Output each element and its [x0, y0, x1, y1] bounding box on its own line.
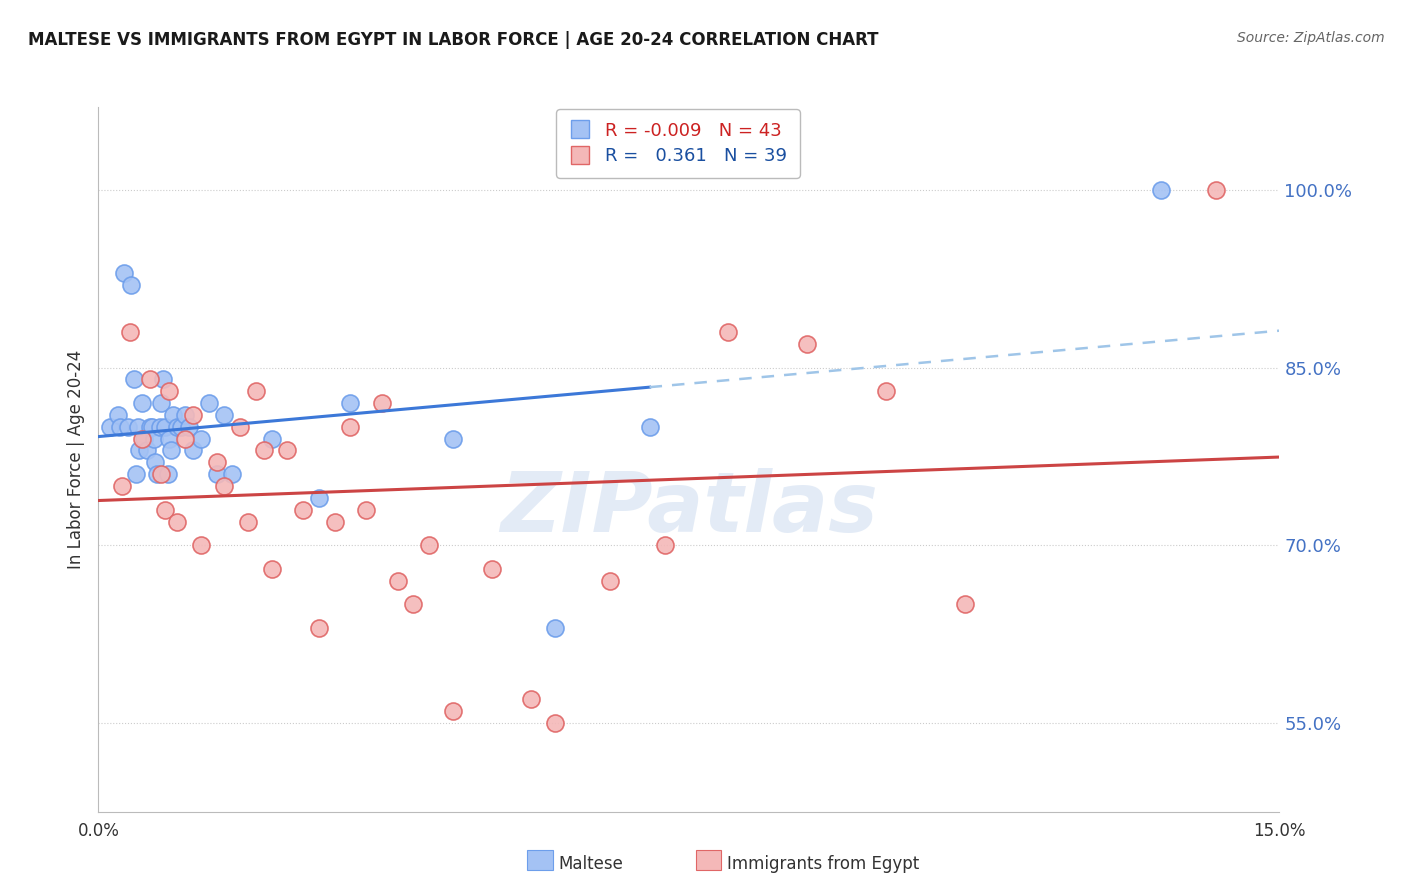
- Point: [796, 337, 818, 351]
- Point: [142, 432, 165, 446]
- Point: [107, 408, 129, 422]
- Point: [339, 396, 361, 410]
- Point: [155, 502, 177, 516]
- Point: [155, 419, 177, 434]
- Point: [214, 479, 236, 493]
- Point: [125, 467, 148, 482]
- Point: [122, 372, 145, 386]
- Point: [481, 562, 503, 576]
- Point: [638, 419, 661, 434]
- Point: [141, 419, 163, 434]
- Text: Immigrants from Egypt: Immigrants from Egypt: [727, 855, 920, 873]
- Point: [150, 396, 173, 410]
- Point: [117, 419, 139, 434]
- Point: [214, 408, 236, 422]
- Point: [308, 621, 330, 635]
- Point: [402, 598, 425, 612]
- Point: [166, 515, 188, 529]
- Point: [205, 467, 228, 482]
- Point: [371, 396, 394, 410]
- Point: [387, 574, 409, 588]
- Point: [146, 467, 169, 482]
- Point: [156, 467, 179, 482]
- Point: [136, 443, 159, 458]
- Point: [190, 538, 212, 552]
- Point: [253, 443, 276, 458]
- Point: [157, 384, 180, 399]
- Text: ZIPatlas: ZIPatlas: [501, 468, 877, 549]
- Point: [138, 419, 160, 434]
- Point: [132, 432, 155, 446]
- Point: [174, 408, 197, 422]
- Point: [127, 419, 149, 434]
- Point: [599, 574, 621, 588]
- Point: [276, 443, 298, 458]
- Legend: R = -0.009   N = 43, R =   0.361   N = 39: R = -0.009 N = 43, R = 0.361 N = 39: [557, 109, 800, 178]
- Point: [544, 621, 567, 635]
- Point: [339, 419, 361, 434]
- Point: [1150, 183, 1173, 197]
- Point: [205, 455, 228, 469]
- Point: [520, 692, 543, 706]
- Point: [354, 502, 377, 516]
- Point: [131, 432, 153, 446]
- Point: [118, 325, 141, 339]
- Text: MALTESE VS IMMIGRANTS FROM EGYPT IN LABOR FORCE | AGE 20-24 CORRELATION CHART: MALTESE VS IMMIGRANTS FROM EGYPT IN LABO…: [28, 31, 879, 49]
- Point: [149, 419, 172, 434]
- Point: [236, 515, 259, 529]
- Point: [190, 432, 212, 446]
- Point: [157, 432, 180, 446]
- Point: [875, 384, 897, 399]
- Point: [245, 384, 267, 399]
- Point: [170, 419, 193, 434]
- Point: [441, 432, 464, 446]
- Point: [143, 455, 166, 469]
- Point: [953, 598, 976, 612]
- Point: [181, 408, 204, 422]
- Point: [111, 479, 134, 493]
- Point: [112, 266, 135, 280]
- Point: [150, 467, 173, 482]
- Point: [292, 502, 315, 516]
- Point: [98, 419, 121, 434]
- Point: [138, 372, 160, 386]
- Point: [162, 408, 184, 422]
- Point: [121, 277, 143, 292]
- Point: [152, 372, 174, 386]
- Point: [177, 419, 200, 434]
- Point: [260, 432, 283, 446]
- Point: [717, 325, 740, 339]
- Point: [131, 396, 153, 410]
- Point: [110, 419, 132, 434]
- Text: Source: ZipAtlas.com: Source: ZipAtlas.com: [1237, 31, 1385, 45]
- Point: [418, 538, 440, 552]
- Point: [1205, 183, 1227, 197]
- Point: [221, 467, 243, 482]
- Point: [229, 419, 252, 434]
- Text: Maltese: Maltese: [558, 855, 623, 873]
- Point: [181, 443, 204, 458]
- Point: [544, 715, 567, 730]
- Point: [160, 443, 183, 458]
- Point: [166, 419, 188, 434]
- Point: [654, 538, 676, 552]
- Point: [308, 491, 330, 505]
- Point: [128, 443, 150, 458]
- Y-axis label: In Labor Force | Age 20-24: In Labor Force | Age 20-24: [66, 350, 84, 569]
- Point: [260, 562, 283, 576]
- Point: [174, 432, 197, 446]
- Point: [441, 704, 464, 718]
- Point: [197, 396, 219, 410]
- Point: [323, 515, 346, 529]
